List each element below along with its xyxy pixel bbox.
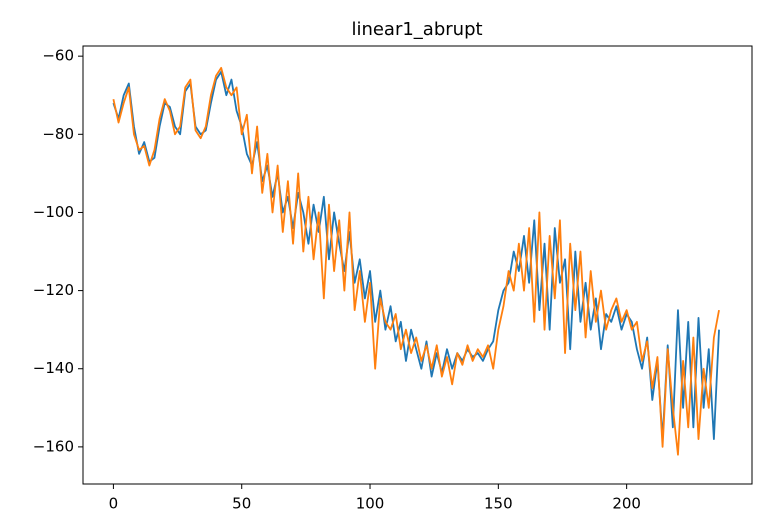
y-tick-label: −60 [42,47,74,65]
data-line [112,70,720,440]
y-tick-label: −100 [33,203,74,221]
y-tick-label: −80 [42,125,74,143]
y-tick-label: −140 [33,359,74,377]
data-line [112,66,720,456]
y-tick-label: −120 [33,281,74,299]
x-tick-label: 200 [612,495,641,513]
plot-frame [82,45,753,485]
x-tick-label: 50 [232,495,251,513]
chart-title: linear1_abrupt [351,19,482,40]
y-tick-label: −160 [33,437,74,455]
x-tick-label: 0 [109,495,119,513]
x-tick-label: 100 [356,495,385,513]
x-tick-label: 150 [484,495,513,513]
